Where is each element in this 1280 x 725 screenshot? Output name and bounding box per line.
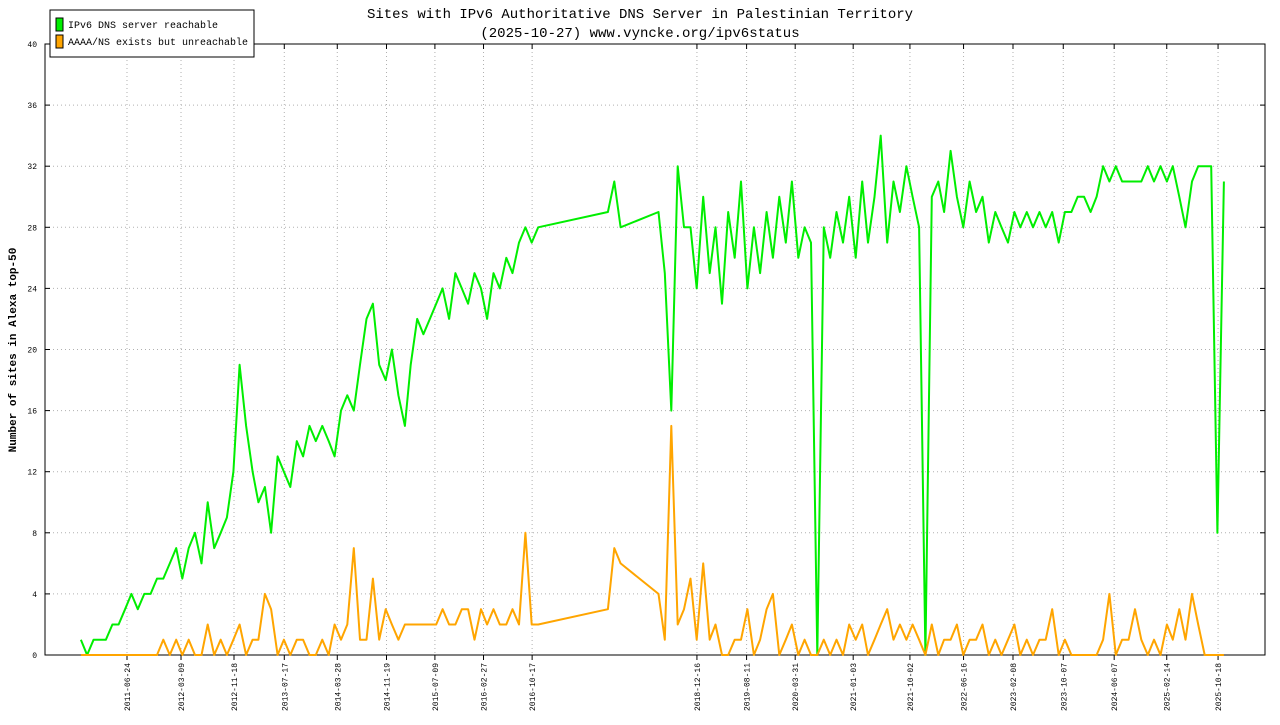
legend-swatch — [55, 17, 64, 32]
legend-swatch — [55, 34, 64, 49]
x-tick-label: 2025-10-18 — [1215, 663, 1224, 711]
y-axis-label: Number of sites in Alexa top-50 — [8, 248, 20, 453]
y-tick-label: 12 — [27, 469, 37, 478]
y-tick-label: 40 — [27, 41, 37, 50]
x-tick-label: 2016-02-27 — [481, 663, 490, 711]
x-tick-label: 2012-03-09 — [178, 663, 187, 711]
y-tick-label: 28 — [27, 224, 37, 233]
chart-subtitle: (2025-10-27) www.vyncke.org/ipv6status — [480, 26, 799, 42]
x-tick-label: 2024-06-07 — [1111, 663, 1120, 711]
series-line — [79, 134, 1225, 656]
x-tick-label: 2019-08-11 — [744, 663, 753, 711]
y-tick-label: 4 — [32, 591, 37, 600]
x-tick-label: 2015-07-09 — [432, 663, 441, 711]
x-tick-label: 2023-02-08 — [1010, 663, 1019, 711]
series-line — [80, 424, 1224, 656]
x-tick-label: 2018-12-16 — [694, 663, 703, 711]
x-tick-label: 2013-07-17 — [281, 663, 290, 711]
y-tick-label: 8 — [32, 530, 37, 539]
y-tick-label: 0 — [32, 652, 37, 661]
x-tick-label: 2012-11-18 — [231, 663, 240, 711]
y-tick-label: 16 — [27, 408, 37, 417]
y-tick-label: 36 — [27, 102, 37, 111]
x-tick-label: 2023-10-07 — [1060, 663, 1069, 711]
x-tick-label: 2014-03-28 — [334, 663, 343, 711]
x-tick-label: 2016-10-17 — [529, 663, 538, 711]
legend-label: AAAA/NS exists but unreachable — [68, 37, 248, 49]
x-tick-label: 2021-01-03 — [850, 663, 859, 711]
legend-label: IPv6 DNS server reachable — [68, 20, 218, 32]
chart-title: Sites with IPv6 Authoritative DNS Server… — [367, 7, 913, 23]
x-tick-label: 2011-06-24 — [124, 663, 133, 711]
plot-frame — [44, 43, 1266, 656]
x-tick-label: 2014-11-19 — [384, 663, 393, 711]
y-tick-label: 24 — [27, 285, 37, 294]
y-tick-label: 20 — [27, 347, 37, 356]
legend-box — [49, 9, 255, 58]
x-tick-label: 2025-02-14 — [1164, 663, 1173, 711]
x-tick-label: 2021-10-02 — [907, 663, 916, 711]
x-tick-label: 2022-06-16 — [961, 663, 970, 711]
x-tick-label: 2020-03-31 — [792, 663, 801, 711]
y-tick-label: 32 — [27, 163, 37, 172]
